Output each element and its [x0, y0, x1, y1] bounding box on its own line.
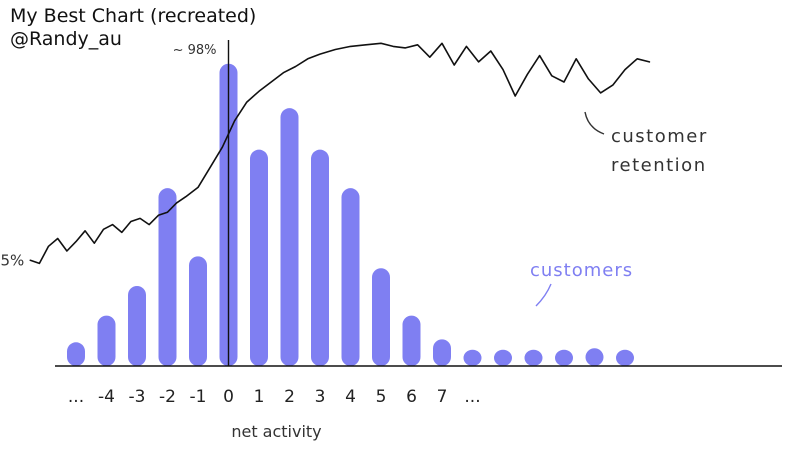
retention-line — [29, 42, 651, 265]
bar-1 — [250, 149, 268, 366]
bar-7 — [433, 339, 451, 366]
bar-12 — [585, 348, 604, 366]
tick-label-8: 3 — [315, 387, 326, 407]
bar--5 — [67, 342, 85, 366]
annotation-customers: customers — [530, 260, 633, 281]
bar--4 — [97, 315, 116, 366]
customers-leader — [535, 283, 552, 307]
bar-6 — [402, 315, 421, 366]
tick-label-1: -4 — [98, 387, 115, 407]
bar--3 — [128, 285, 146, 366]
annotation-peak: ~ 98% — [173, 43, 217, 58]
tick-label-12: 7 — [437, 387, 448, 407]
bar-2 — [280, 108, 299, 366]
bar-10 — [524, 349, 543, 366]
axes-group — [55, 40, 782, 367]
tick-label-2: -3 — [129, 387, 146, 407]
tick-label-6: 1 — [254, 387, 265, 407]
bar-9 — [494, 349, 512, 366]
tick-label-0: ... — [68, 387, 84, 407]
annotations-group: ~ 98% 85% customer retention customers — [0, 43, 708, 307]
tick-label-7: 2 — [284, 387, 295, 407]
annotation-retention-line1: customer — [611, 126, 708, 147]
bar-13 — [616, 349, 634, 366]
tick-label-3: -2 — [159, 387, 176, 407]
tick-label-9: 4 — [345, 387, 356, 407]
bar--1 — [189, 256, 207, 366]
chart-subtitle: @Randy_au — [10, 28, 122, 50]
bar-8 — [463, 349, 482, 366]
bar-5 — [372, 268, 390, 366]
chart-title: My Best Chart (recreated) — [10, 5, 257, 27]
bar--2 — [158, 188, 177, 366]
annotation-start: 85% — [0, 251, 24, 269]
tick-label-10: 5 — [376, 387, 387, 407]
x-axis-label: net activity — [231, 422, 321, 441]
bar-4 — [341, 188, 360, 366]
bars-group — [67, 63, 634, 366]
tick-label-13: ... — [464, 387, 480, 407]
tick-label-11: 6 — [406, 387, 417, 407]
annotation-retention-line2: retention — [611, 155, 707, 176]
retention-leader — [584, 111, 605, 135]
tick-label-5: 0 — [223, 387, 234, 407]
ticks-group: ... -4 -3 -2 -1 0 1 2 3 4 5 6 7 ... net activity — [68, 387, 481, 441]
line-group — [29, 42, 651, 265]
bar-3 — [311, 149, 329, 366]
tick-label-4: -1 — [190, 387, 207, 407]
bar-11 — [555, 349, 573, 366]
